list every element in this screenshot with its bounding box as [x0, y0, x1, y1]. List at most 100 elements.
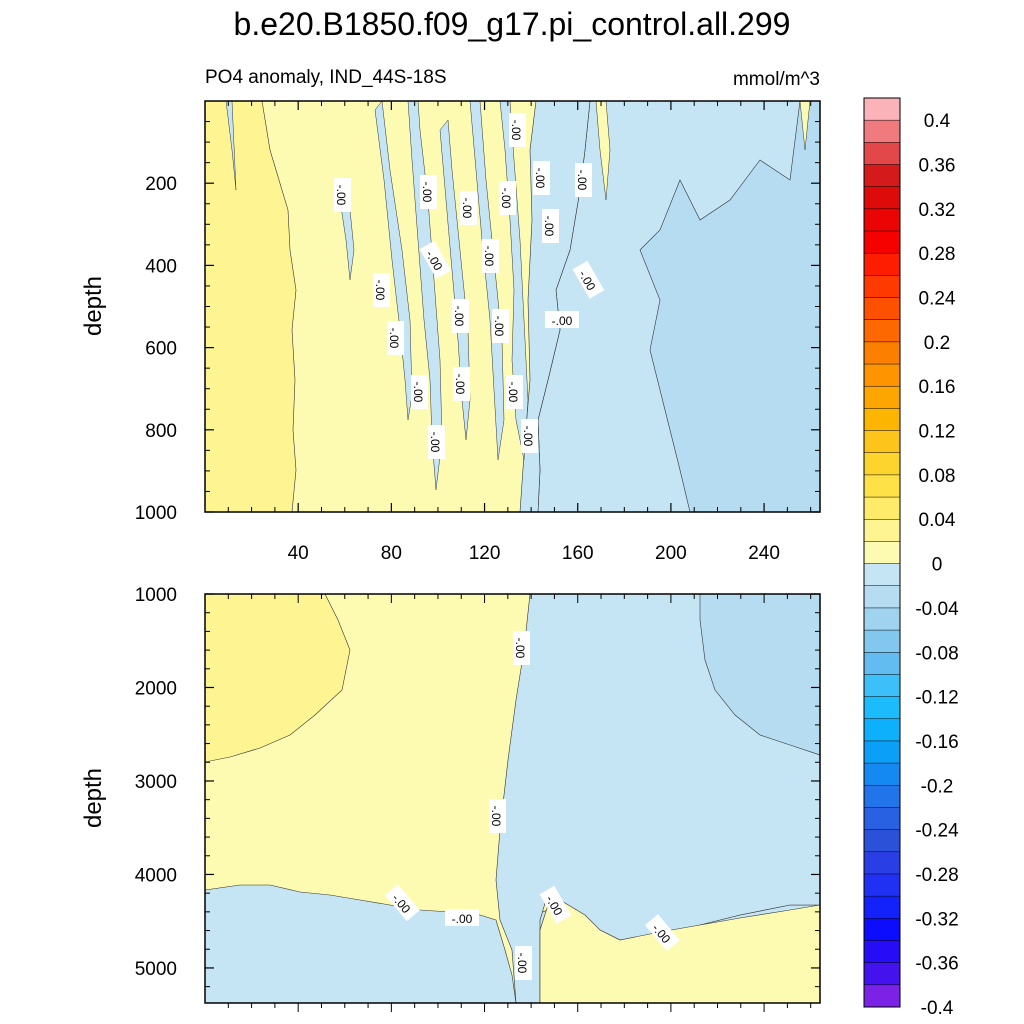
colorbar-swatch — [864, 807, 900, 830]
colorbar-swatch — [864, 918, 900, 941]
colorbar-swatch — [864, 186, 900, 210]
colorbar-label: 0.28 — [919, 244, 956, 265]
svg-text:-.00: -.00 — [542, 216, 556, 237]
colorbar-swatch — [864, 763, 900, 786]
colorbar-label: 0.04 — [919, 510, 956, 531]
svg-text:-.00: -.00 — [513, 638, 527, 659]
contour-label: -.00 — [428, 425, 445, 459]
colorbar-swatch — [864, 497, 900, 520]
colorbar-swatch — [864, 940, 900, 963]
contour-label: -.00 — [482, 239, 499, 273]
contour-label: -.00 — [575, 163, 592, 197]
colorbar-swatch — [864, 208, 900, 232]
contour-label: -.00 — [420, 175, 437, 209]
lower-y-axis-label: depth — [80, 768, 107, 828]
colorbar-swatch — [864, 297, 900, 321]
svg-text:-.00: -.00 — [509, 120, 523, 141]
svg-text:-.00: -.00 — [492, 316, 506, 337]
upper-streak — [799, 101, 811, 151]
svg-text:-.00: -.00 — [552, 314, 573, 328]
upper-x-tick-label: 200 — [655, 543, 687, 564]
colorbar-label: 0.32 — [919, 200, 956, 221]
contour-label: -.00 — [387, 321, 404, 355]
contour-label: -.00 — [513, 631, 530, 665]
colorbar-swatch — [864, 696, 900, 720]
units-label: mmol/m^3 — [733, 69, 820, 90]
colorbar-swatch — [864, 120, 900, 143]
upper-streak — [225, 101, 237, 191]
lower-plot-frame — [204, 593, 821, 1004]
svg-text:-.00: -.00 — [506, 382, 520, 403]
colorbar-swatch — [864, 630, 900, 653]
upper-y-tick-label: 800 — [145, 421, 177, 442]
contour-label: -.00 — [411, 375, 428, 409]
upper-y-tick-label: 200 — [145, 174, 177, 195]
colorbar-label: -0.16 — [915, 732, 958, 753]
colorbar-swatch — [864, 430, 900, 454]
upper-x-tick-label: 240 — [748, 543, 780, 564]
contour-label: -.00 — [373, 273, 390, 307]
colorbar-swatch — [864, 740, 900, 764]
upper-y-axis-label: depth — [80, 276, 107, 336]
colorbar-swatch — [864, 585, 900, 609]
colorbar-swatch — [864, 718, 900, 742]
colorbar-swatch — [864, 896, 900, 919]
colorbar-label: -0.32 — [915, 909, 958, 930]
upper-streak — [469, 101, 505, 461]
colorbar-swatch — [864, 984, 900, 1008]
colorbar-swatch — [864, 563, 900, 587]
contour-label: -.00 — [499, 181, 516, 215]
colorbar-swatch — [864, 364, 900, 387]
colorbar-swatch — [864, 164, 900, 187]
upper-x-tick-label: 80 — [381, 543, 402, 564]
colorbar-swatch — [864, 674, 900, 697]
colorbar-label: -0.36 — [915, 954, 958, 975]
contour-label: -.00 — [452, 299, 469, 333]
colorbar-label: 0.36 — [919, 156, 956, 177]
colorbar-label: 0.4 — [924, 111, 951, 132]
contour-label: -.00 — [542, 209, 559, 243]
svg-text:-.00: -.00 — [334, 185, 348, 206]
colorbar-label: -0.24 — [915, 821, 959, 842]
contour-label: -.00 — [545, 311, 579, 328]
colorbar-label: -0.4 — [921, 998, 954, 1019]
colorbar-swatch — [864, 873, 900, 897]
contour-label: -.00 — [515, 946, 532, 980]
contour-label: -.00 — [533, 161, 550, 195]
svg-text:-.00: -.00 — [575, 170, 589, 191]
colorbar-swatch — [864, 319, 900, 343]
colorbar-label: 0.08 — [919, 466, 956, 487]
colorbar-swatch — [864, 962, 900, 986]
upper-x-tick-label: 40 — [288, 543, 309, 564]
contour-label: -.00 — [506, 375, 523, 409]
lower-y-tick-label: 3000 — [135, 772, 177, 793]
contour-label: -.00 — [334, 178, 351, 212]
upper-y-tick-label: 600 — [145, 339, 177, 360]
colorbar-swatch — [864, 386, 900, 409]
contour-label: -.00 — [521, 419, 538, 453]
upper-x-tick-label: 160 — [562, 543, 594, 564]
svg-text:-.00: -.00 — [452, 306, 466, 327]
svg-text:-.00: -.00 — [482, 246, 496, 267]
upper-y-tick-label: 400 — [145, 256, 177, 277]
upper-contour-panel: -.00 -.00 -.00 -.00 -.00 -.00 -.00 -.00 -.00 -.00… — [80, 100, 821, 564]
upper-positive-core — [205, 101, 297, 512]
svg-text:-.00: -.00 — [387, 328, 401, 349]
svg-text:-.00: -.00 — [452, 912, 473, 926]
svg-text:-.00: -.00 — [515, 953, 529, 974]
colorbar-swatch — [864, 98, 900, 121]
svg-text:-.00: -.00 — [489, 806, 503, 827]
colorbar-swatch — [864, 851, 900, 875]
colorbar-label: 0.2 — [924, 333, 950, 354]
svg-text:-.00: -.00 — [521, 426, 535, 447]
colorbar-label: 0.24 — [919, 289, 956, 310]
colorbar-swatch — [864, 652, 900, 675]
colorbar-swatch — [864, 519, 900, 542]
chart-title: b.e20.B1850.f09_g17.pi_control.all.299 — [234, 6, 791, 42]
colorbar-swatch — [864, 474, 900, 498]
svg-text:-.00: -.00 — [453, 374, 467, 395]
chart-subtitle: PO4 anomaly, IND_44S-18S — [205, 67, 447, 88]
colorbar-swatch — [864, 341, 900, 365]
colorbar-label: -0.2 — [921, 776, 954, 797]
contour-label: -.00 — [460, 191, 477, 225]
